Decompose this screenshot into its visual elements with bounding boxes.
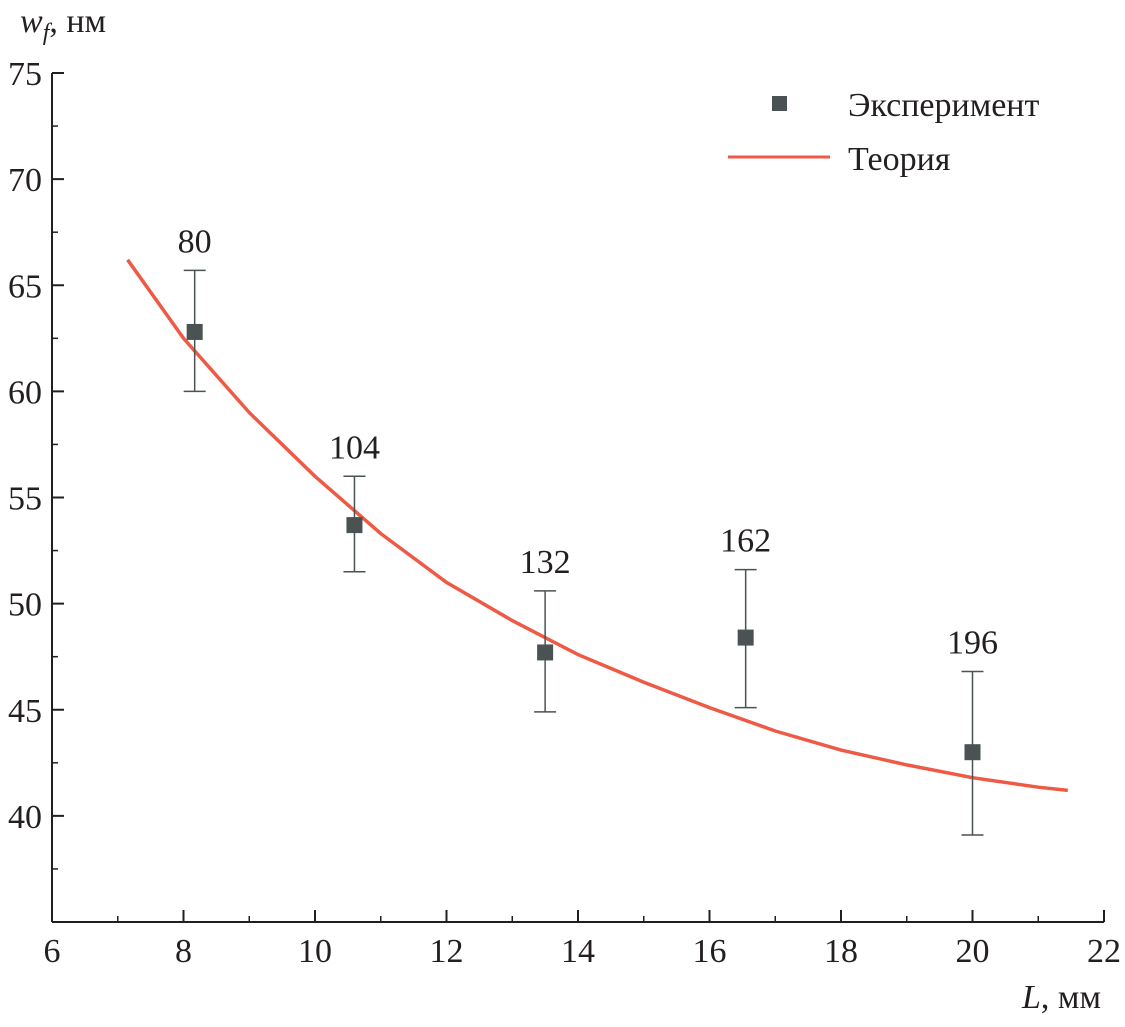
legend-label-theory: Теория [848,141,951,178]
x-label-unit: , мм [1041,979,1101,1016]
data-point: 80 [178,223,212,393]
x-tick-label: 18 [824,933,858,970]
experiment-marker [737,629,754,646]
y-label-main: w [20,3,43,40]
y-tick-label: 75 [8,56,42,93]
point-label: 104 [329,429,380,466]
y-tick-label: 70 [8,162,42,199]
experiment-marker [186,323,203,340]
experiment-marker [346,517,363,534]
x-axis-label: L, мм [1021,979,1101,1016]
y-tick-label: 60 [8,374,42,411]
experiment-series: 80 104 132 162 196 [178,223,998,836]
theory-series [126,258,1068,793]
x-tick-label: 14 [561,933,595,970]
axes: 6 8 10 12 14 16 18 20 22 40 45 50 55 60 65 70 75 [8,56,1121,970]
y-tick-label: 50 [8,587,42,624]
y-tick-label: 40 [8,799,42,836]
x-tick-label: 20 [956,933,990,970]
legend: Эксперимент Теория [728,87,1039,178]
y-tick-label: 65 [8,268,42,305]
x-tick-label: 6 [44,933,61,970]
experiment-marker [537,644,554,661]
experiment-marker [964,744,981,761]
x-tick-label: 8 [175,933,192,970]
theory-line [126,258,1068,793]
x-tick-label: 22 [1087,933,1121,970]
legend-marker-experiment [772,96,787,111]
x-label-main: L [1021,979,1041,1016]
y-tick-label: 45 [8,693,42,730]
legend-label-experiment: Эксперимент [848,87,1039,124]
data-point: 162 [720,523,771,709]
x-tick-label: 12 [430,933,464,970]
point-label: 196 [947,625,998,662]
point-label: 132 [520,544,571,581]
y-axis-label: wf, нм [20,3,106,46]
data-point: 132 [520,544,571,713]
x-tick-label: 10 [298,933,332,970]
y-tick-label: 55 [8,481,42,518]
x-tick-label: 16 [693,933,727,970]
y-label-unit: , нм [49,3,106,40]
y-label-sub: f [43,20,53,46]
point-label: 80 [178,223,212,260]
data-point: 196 [947,625,998,836]
data-point: 104 [329,429,380,573]
point-label: 162 [720,523,771,560]
